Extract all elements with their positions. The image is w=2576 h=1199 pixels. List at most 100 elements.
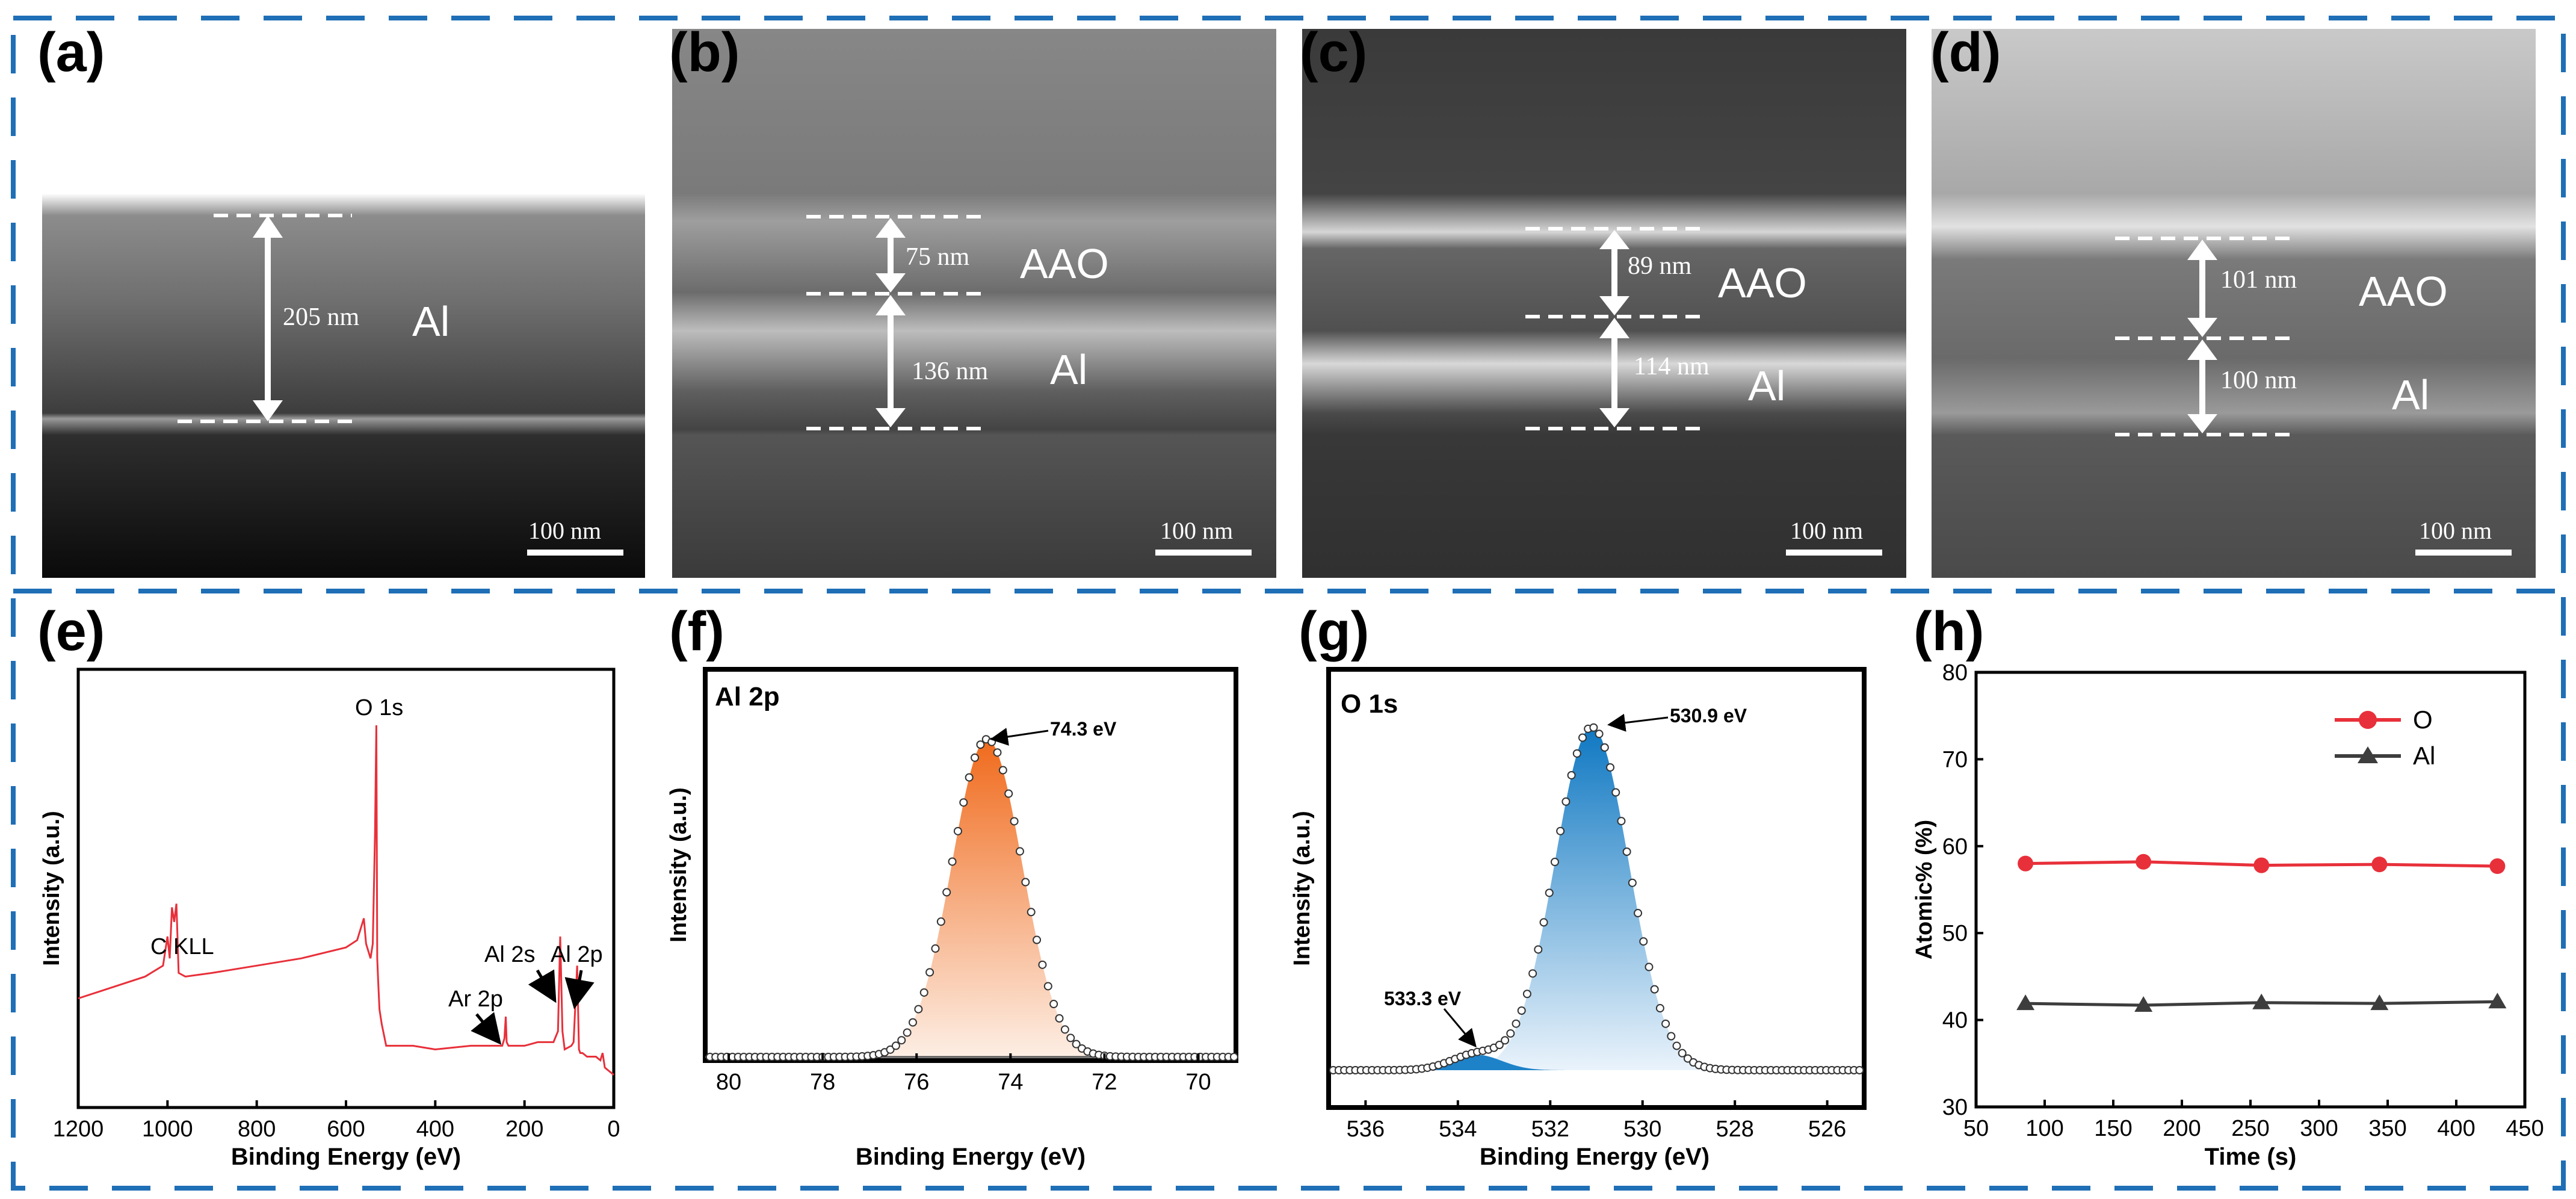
data-point — [1561, 797, 1571, 806]
data-point-o — [2371, 857, 2388, 873]
data-point — [1545, 888, 1554, 897]
peak-label-minor: 533.3 eV — [1384, 988, 1462, 1009]
chart-h-atomic: 50 100 150 200 250 300 350 400 450 30 40 50 60 70 80 O… — [1912, 660, 2544, 1170]
y-tick-label: 30 — [1942, 1095, 1968, 1120]
legend-marker-al — [2358, 746, 2378, 763]
panel-label-h: (h) — [1913, 601, 1984, 662]
layer-label-top: AAO — [1718, 259, 1807, 306]
annotation-arrow — [564, 970, 595, 1009]
thickness-label-bottom: 114 nm — [1634, 353, 1710, 380]
data-point — [1066, 1033, 1075, 1043]
peak-label-al2p: Al 2p — [551, 942, 603, 967]
scale-bar — [1155, 550, 1252, 556]
data-point — [1600, 743, 1609, 752]
data-point — [925, 968, 934, 977]
data-point — [1528, 969, 1537, 978]
legend: O Al — [2335, 705, 2435, 770]
y-tick-label: 80 — [1942, 660, 1968, 686]
x-tick-label: 528 — [1716, 1117, 1753, 1142]
data-point — [953, 826, 962, 835]
data-point — [1628, 878, 1637, 887]
peak-label: 74.3 eV — [1050, 718, 1117, 740]
x-tick-label: 530 — [1623, 1117, 1661, 1142]
data-point — [1617, 817, 1626, 826]
data-point — [1606, 763, 1615, 772]
y-axis-label: Atomic% (%) — [1912, 820, 1937, 959]
layer-label-top: AAO — [1020, 240, 1109, 287]
data-point — [914, 1005, 923, 1014]
peak-fill-main — [1329, 727, 1864, 1070]
data-point — [1589, 723, 1598, 732]
data-point — [1678, 1049, 1687, 1058]
sem-panel-c: 89 nm AAO 114 nm Al 100 nm (c) — [1300, 22, 1906, 578]
data-point — [1522, 990, 1531, 999]
data-point — [936, 917, 945, 926]
data-point — [1043, 982, 1052, 991]
data-point — [1010, 817, 1019, 826]
data-point — [1611, 788, 1620, 797]
x-tick-label: 150 — [2094, 1116, 2132, 1141]
data-point-al — [2488, 993, 2507, 1009]
data-point — [897, 1036, 906, 1045]
x-tick-label: 70 — [1185, 1070, 1211, 1095]
x-tick-label: 76 — [904, 1070, 929, 1095]
x-tick-label: 400 — [416, 1117, 454, 1142]
panel-label-c: (c) — [1300, 22, 1367, 83]
data-point — [1634, 909, 1643, 918]
data-point — [1033, 935, 1042, 944]
plot-frame — [1974, 671, 2527, 1109]
annotation-arrow — [528, 969, 557, 1003]
data-point-al — [2016, 994, 2035, 1011]
data-point-o — [2018, 855, 2034, 872]
data-point — [1567, 770, 1576, 779]
data-point — [1015, 847, 1024, 856]
peak-label-al2s: Al 2s — [484, 942, 535, 967]
thickness-label-top: 75 nm — [906, 243, 970, 271]
data-point — [1072, 1039, 1081, 1049]
legend-marker-o — [2359, 711, 2377, 729]
data-point — [1517, 1006, 1526, 1015]
chart-title: Al 2p — [715, 682, 780, 711]
x-tick-label: 0 — [607, 1117, 620, 1142]
sem-panel-b: 75 nm AAO 136 nm Al 100 nm (b) — [669, 22, 1276, 578]
annotation-arrow — [990, 728, 1049, 746]
data-point-al — [2370, 994, 2389, 1011]
data-point — [1622, 847, 1631, 857]
panel-label-e: (e) — [37, 601, 105, 662]
y-tick-label: 70 — [1942, 747, 1968, 772]
peak-fill — [705, 739, 1236, 1057]
data-point — [971, 753, 980, 762]
peak-label-main: 530.9 eV — [1670, 705, 1747, 727]
layer-label-bottom: Al — [1050, 346, 1087, 393]
data-point — [976, 740, 985, 749]
y-axis-label: Intensity (a.u.) — [666, 787, 691, 943]
data-point-o — [2253, 857, 2270, 873]
data-point — [1639, 937, 1648, 946]
data-point — [931, 944, 940, 953]
data-point — [1534, 945, 1543, 954]
data-point-o — [2136, 854, 2152, 870]
data-point — [1683, 1054, 1692, 1063]
legend-label-al: Al — [2413, 742, 2435, 770]
chart-g-o1s: 536 534 532 530 528 526 O 1s 530.9 eV 533.3 e… — [1290, 667, 1867, 1170]
data-point — [959, 798, 968, 807]
survey-line — [78, 725, 614, 1076]
legend-label-o: O — [2413, 705, 2433, 734]
annotation-arrow — [1443, 1008, 1477, 1048]
data-point — [1021, 878, 1030, 887]
x-axis-label: Time (s) — [2205, 1144, 2297, 1170]
y-tick-label: 40 — [1942, 1008, 1968, 1033]
data-point — [908, 1018, 917, 1027]
chart-e-survey: 1200 1000 800 600 400 200 0 O 1s C KLL Ar 2p A… — [39, 668, 620, 1170]
x-axis-label: Binding Energy (eV) — [231, 1144, 461, 1170]
scale-bar-label: 100 nm — [1160, 517, 1233, 544]
scale-bar — [527, 550, 623, 556]
double-arrow — [253, 215, 283, 421]
x-tick-label: 100 — [2025, 1116, 2063, 1141]
data-point — [948, 857, 957, 866]
data-point — [1672, 1041, 1681, 1050]
x-tick-label: 526 — [1808, 1117, 1846, 1142]
x-axis-label: Binding Energy (eV) — [856, 1144, 1086, 1170]
panel-label-b: (b) — [669, 22, 740, 83]
